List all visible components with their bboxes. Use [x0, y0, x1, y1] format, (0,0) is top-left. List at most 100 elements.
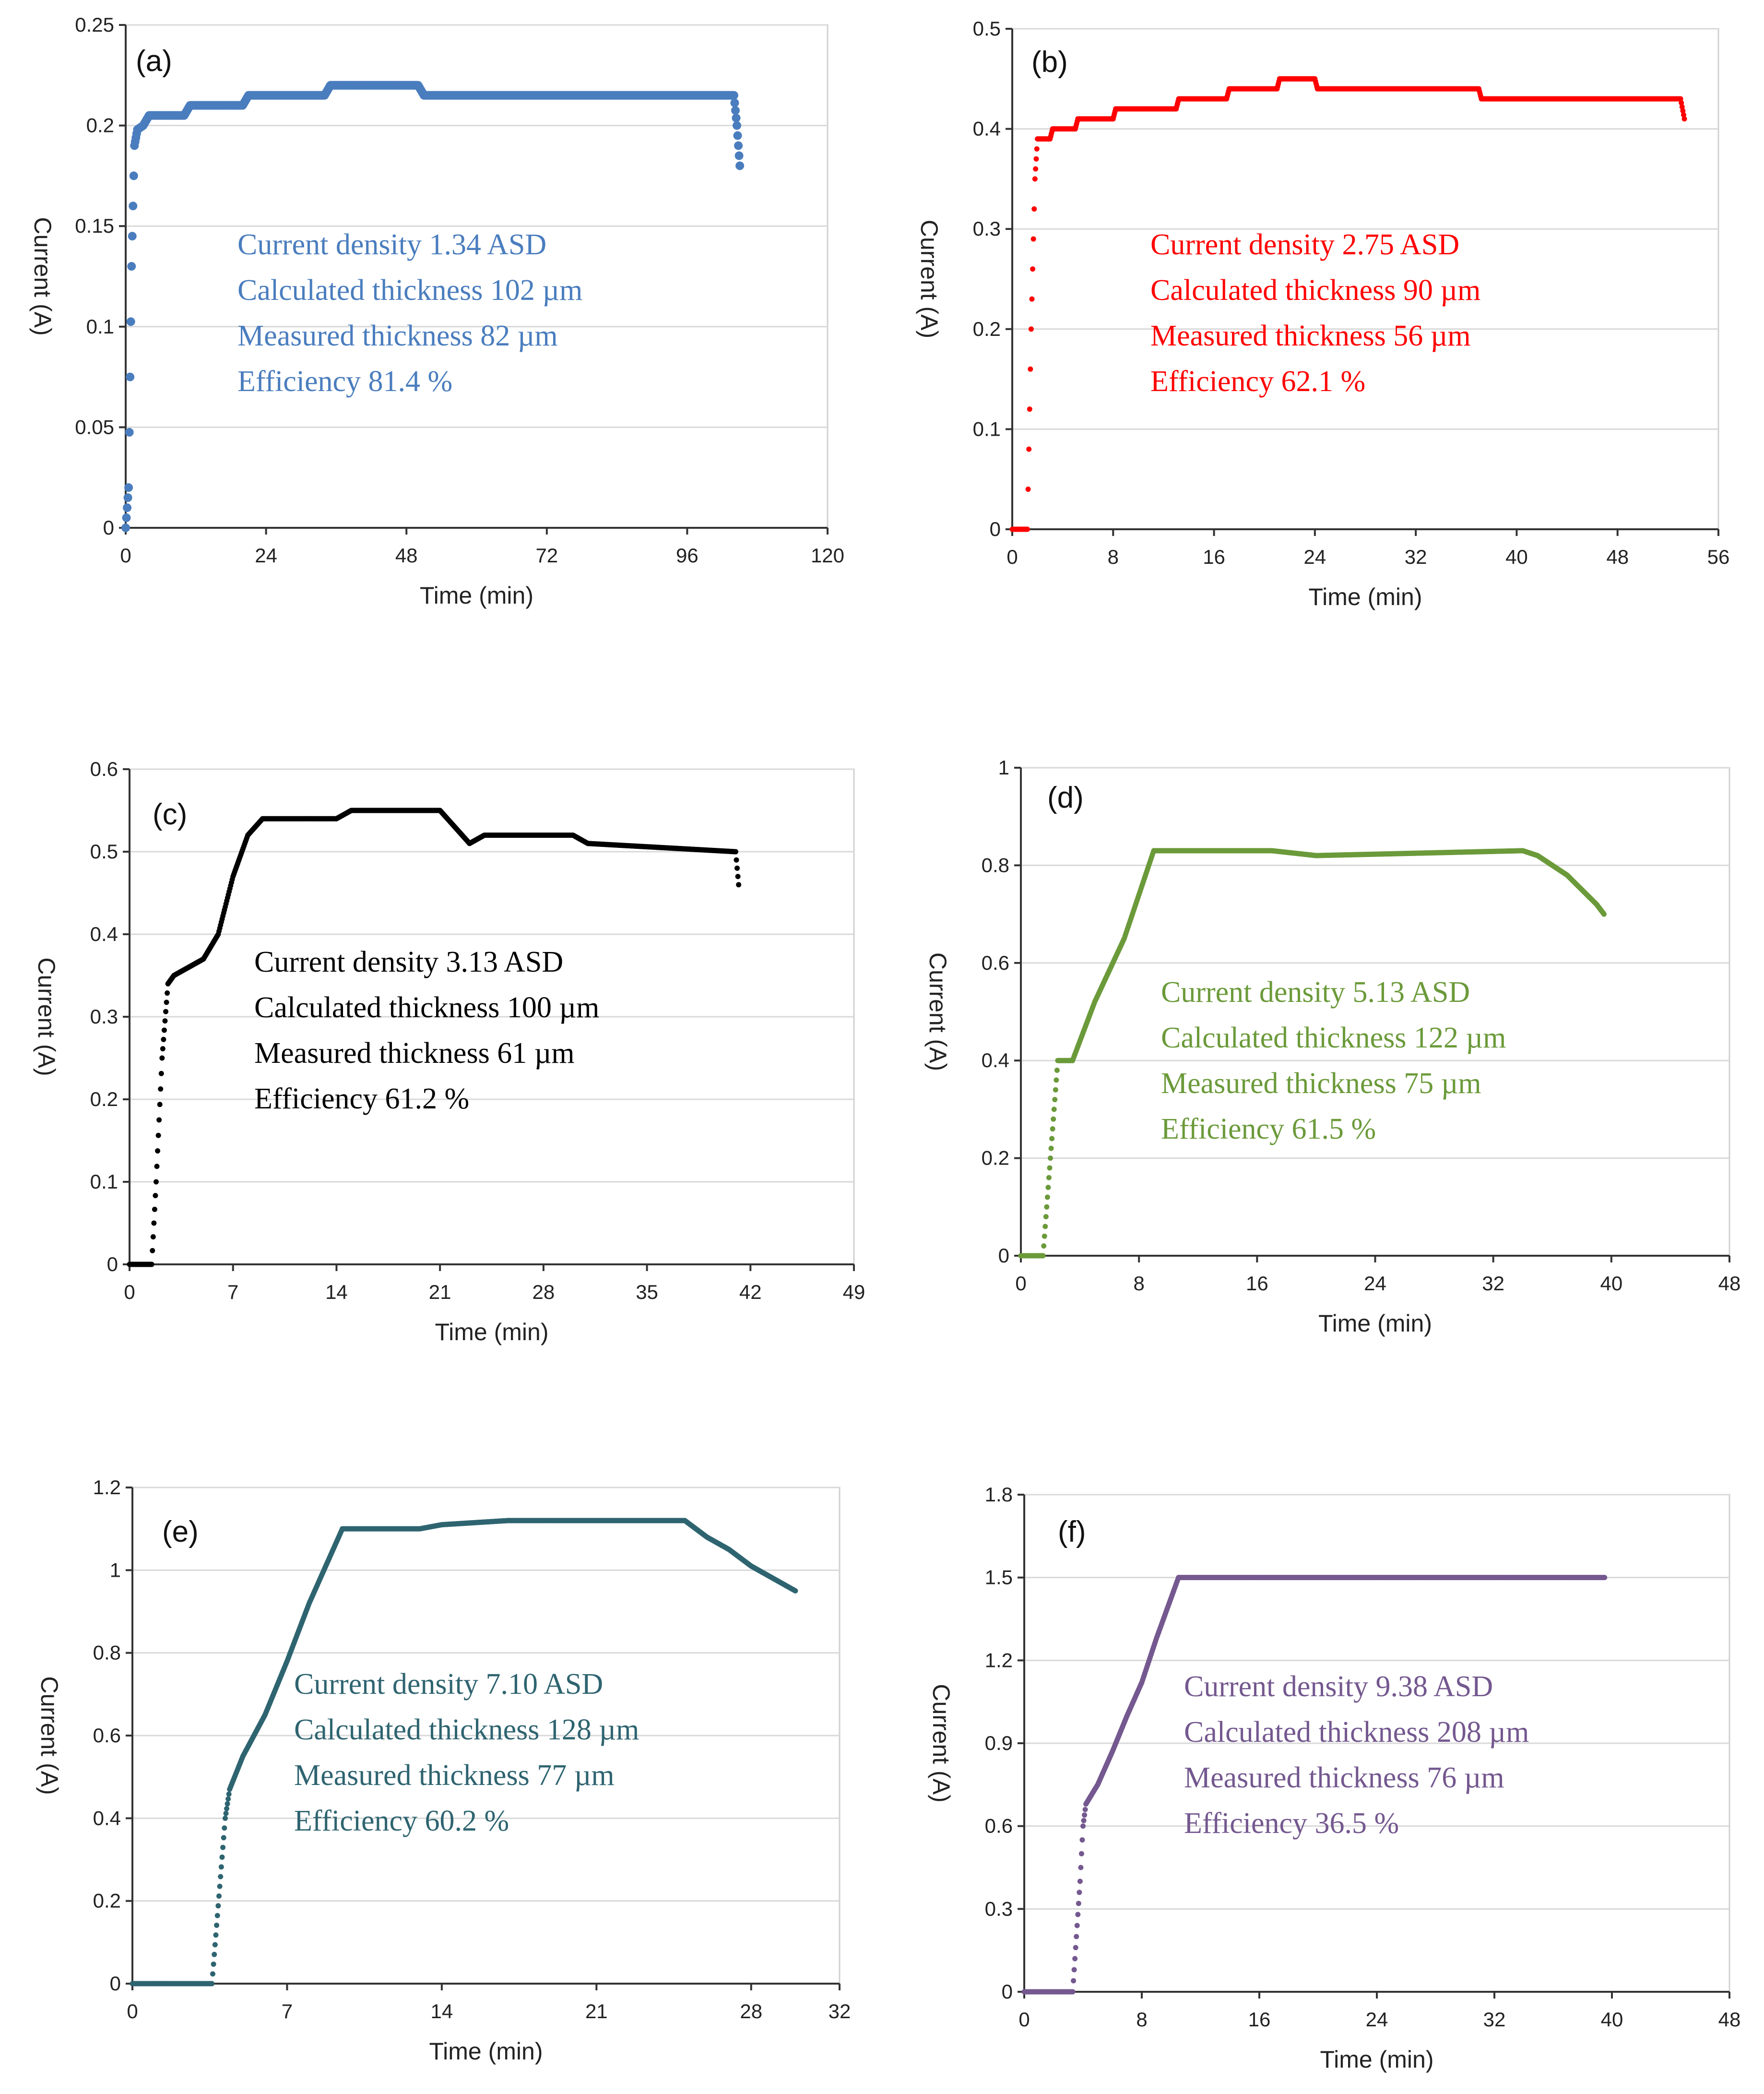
- data-point: [124, 483, 133, 492]
- data-series: [1021, 1575, 1608, 1995]
- y-tick-label: 0.2: [93, 1890, 121, 1912]
- x-tick-label: 7: [227, 1281, 238, 1303]
- y-tick-label: 0.6: [985, 1815, 1013, 1837]
- data-point: [1681, 112, 1686, 118]
- data-point: [1027, 406, 1032, 412]
- data-point: [218, 1874, 224, 1880]
- y-tick-label: 0.6: [93, 1724, 121, 1747]
- data-point: [730, 98, 739, 107]
- annotation-line: Calculated thickness 102 µm: [237, 274, 582, 307]
- data-point: [217, 1883, 223, 1889]
- y-tick-label: 0: [110, 1972, 121, 1995]
- annotation-line: Measured thickness 77 µm: [294, 1759, 615, 1792]
- y-tick-label: 0.1: [973, 417, 1001, 440]
- data-point: [1045, 1185, 1051, 1190]
- data-point: [1028, 326, 1034, 332]
- data-point: [1071, 1967, 1077, 1973]
- data-point: [735, 161, 745, 170]
- data-point: [1033, 156, 1039, 162]
- data-point: [1032, 176, 1038, 182]
- data-point: [158, 1086, 164, 1092]
- panel-label: (c): [153, 798, 187, 831]
- data-point: [1047, 1165, 1053, 1171]
- data-point: [734, 857, 739, 863]
- data-point: [154, 1164, 160, 1169]
- y-tick-label: 0.3: [973, 217, 1001, 240]
- y-tick-label: 1.2: [93, 1476, 121, 1499]
- data-point: [212, 1942, 218, 1948]
- y-tick-label: 0.2: [90, 1088, 118, 1110]
- data-point: [1034, 146, 1040, 152]
- y-tick-label: 1: [998, 756, 1009, 779]
- data-point: [1033, 166, 1039, 172]
- data-point: [1071, 1978, 1077, 1984]
- data-point: [735, 874, 741, 880]
- data-point: [212, 1951, 217, 1957]
- data-point: [1681, 116, 1687, 122]
- y-tick-label: 0.6: [90, 758, 118, 780]
- x-tick-label: 40: [1601, 2008, 1623, 2031]
- data-point: [153, 1179, 159, 1185]
- data-point: [152, 1206, 157, 1212]
- x-tick-label: 72: [535, 544, 558, 567]
- data-point: [158, 1071, 164, 1076]
- data-point: [1051, 1116, 1056, 1122]
- y-tick-label: 0.2: [86, 114, 114, 137]
- y-tick-label: 1.2: [985, 1649, 1013, 1671]
- data-point: [734, 151, 744, 160]
- data-point: [126, 317, 135, 326]
- data-point: [1078, 1851, 1084, 1856]
- y-tick-label: 0.1: [90, 1170, 118, 1193]
- data-point: [1074, 1923, 1080, 1928]
- x-tick-label: 28: [740, 2000, 762, 2023]
- data-point: [733, 131, 742, 140]
- data-point: [1029, 296, 1035, 302]
- data-point: [153, 1193, 158, 1199]
- data-point: [1050, 1126, 1055, 1132]
- data-point: [1048, 1155, 1054, 1161]
- data-point: [1044, 1194, 1050, 1200]
- data-point: [1030, 266, 1036, 272]
- x-tick-label: 16: [1203, 546, 1225, 568]
- panel-label: (e): [162, 1515, 199, 1548]
- y-axis-title: Current (A): [916, 220, 943, 338]
- x-tick-label: 0: [1015, 1272, 1026, 1295]
- data-point: [1070, 1989, 1076, 1995]
- data-point: [733, 121, 742, 130]
- annotation-line: Measured thickness 75 µm: [1161, 1067, 1481, 1100]
- data-point: [734, 141, 743, 150]
- annotation-line: Efficiency 61.2 %: [254, 1083, 469, 1115]
- x-tick-label: 40: [1600, 1272, 1622, 1295]
- x-tick-label: 56: [1707, 546, 1730, 568]
- x-tick-label: 0: [1006, 546, 1018, 568]
- x-tick-label: 21: [585, 2000, 608, 2023]
- data-point: [1679, 104, 1685, 110]
- y-tick-label: 0.8: [982, 854, 1009, 876]
- annotation-line: Efficiency 60.2 %: [294, 1805, 509, 1837]
- data-point: [1053, 1087, 1058, 1093]
- y-axis-title: Current (A): [36, 1676, 63, 1795]
- data-point: [210, 1971, 215, 1977]
- data-point: [1042, 1233, 1047, 1239]
- data-point: [1040, 1253, 1046, 1259]
- panel-label: (b): [1031, 46, 1068, 79]
- data-point: [225, 1796, 231, 1802]
- data-point: [1043, 1214, 1049, 1220]
- data-point: [209, 1981, 215, 1987]
- data-point: [218, 1864, 224, 1870]
- x-tick-label: 42: [739, 1281, 762, 1303]
- data-series: [1009, 76, 1687, 532]
- data-point: [1049, 1136, 1055, 1142]
- annotation-line: Efficiency 62.1 %: [1150, 365, 1365, 398]
- data-point: [126, 372, 135, 381]
- y-tick-label: 1.5: [985, 1566, 1013, 1589]
- annotation-line: Calculated thickness 122 µm: [1161, 1022, 1506, 1054]
- data-point: [211, 1961, 216, 1967]
- data-point: [1601, 911, 1607, 917]
- annotation-line: Calculated thickness 90 µm: [1150, 274, 1480, 307]
- annotation-line: Current density 1.34 ASD: [237, 228, 546, 261]
- data-point: [1075, 1912, 1081, 1917]
- y-tick-label: 0: [990, 518, 1001, 540]
- x-tick-label: 21: [429, 1281, 451, 1303]
